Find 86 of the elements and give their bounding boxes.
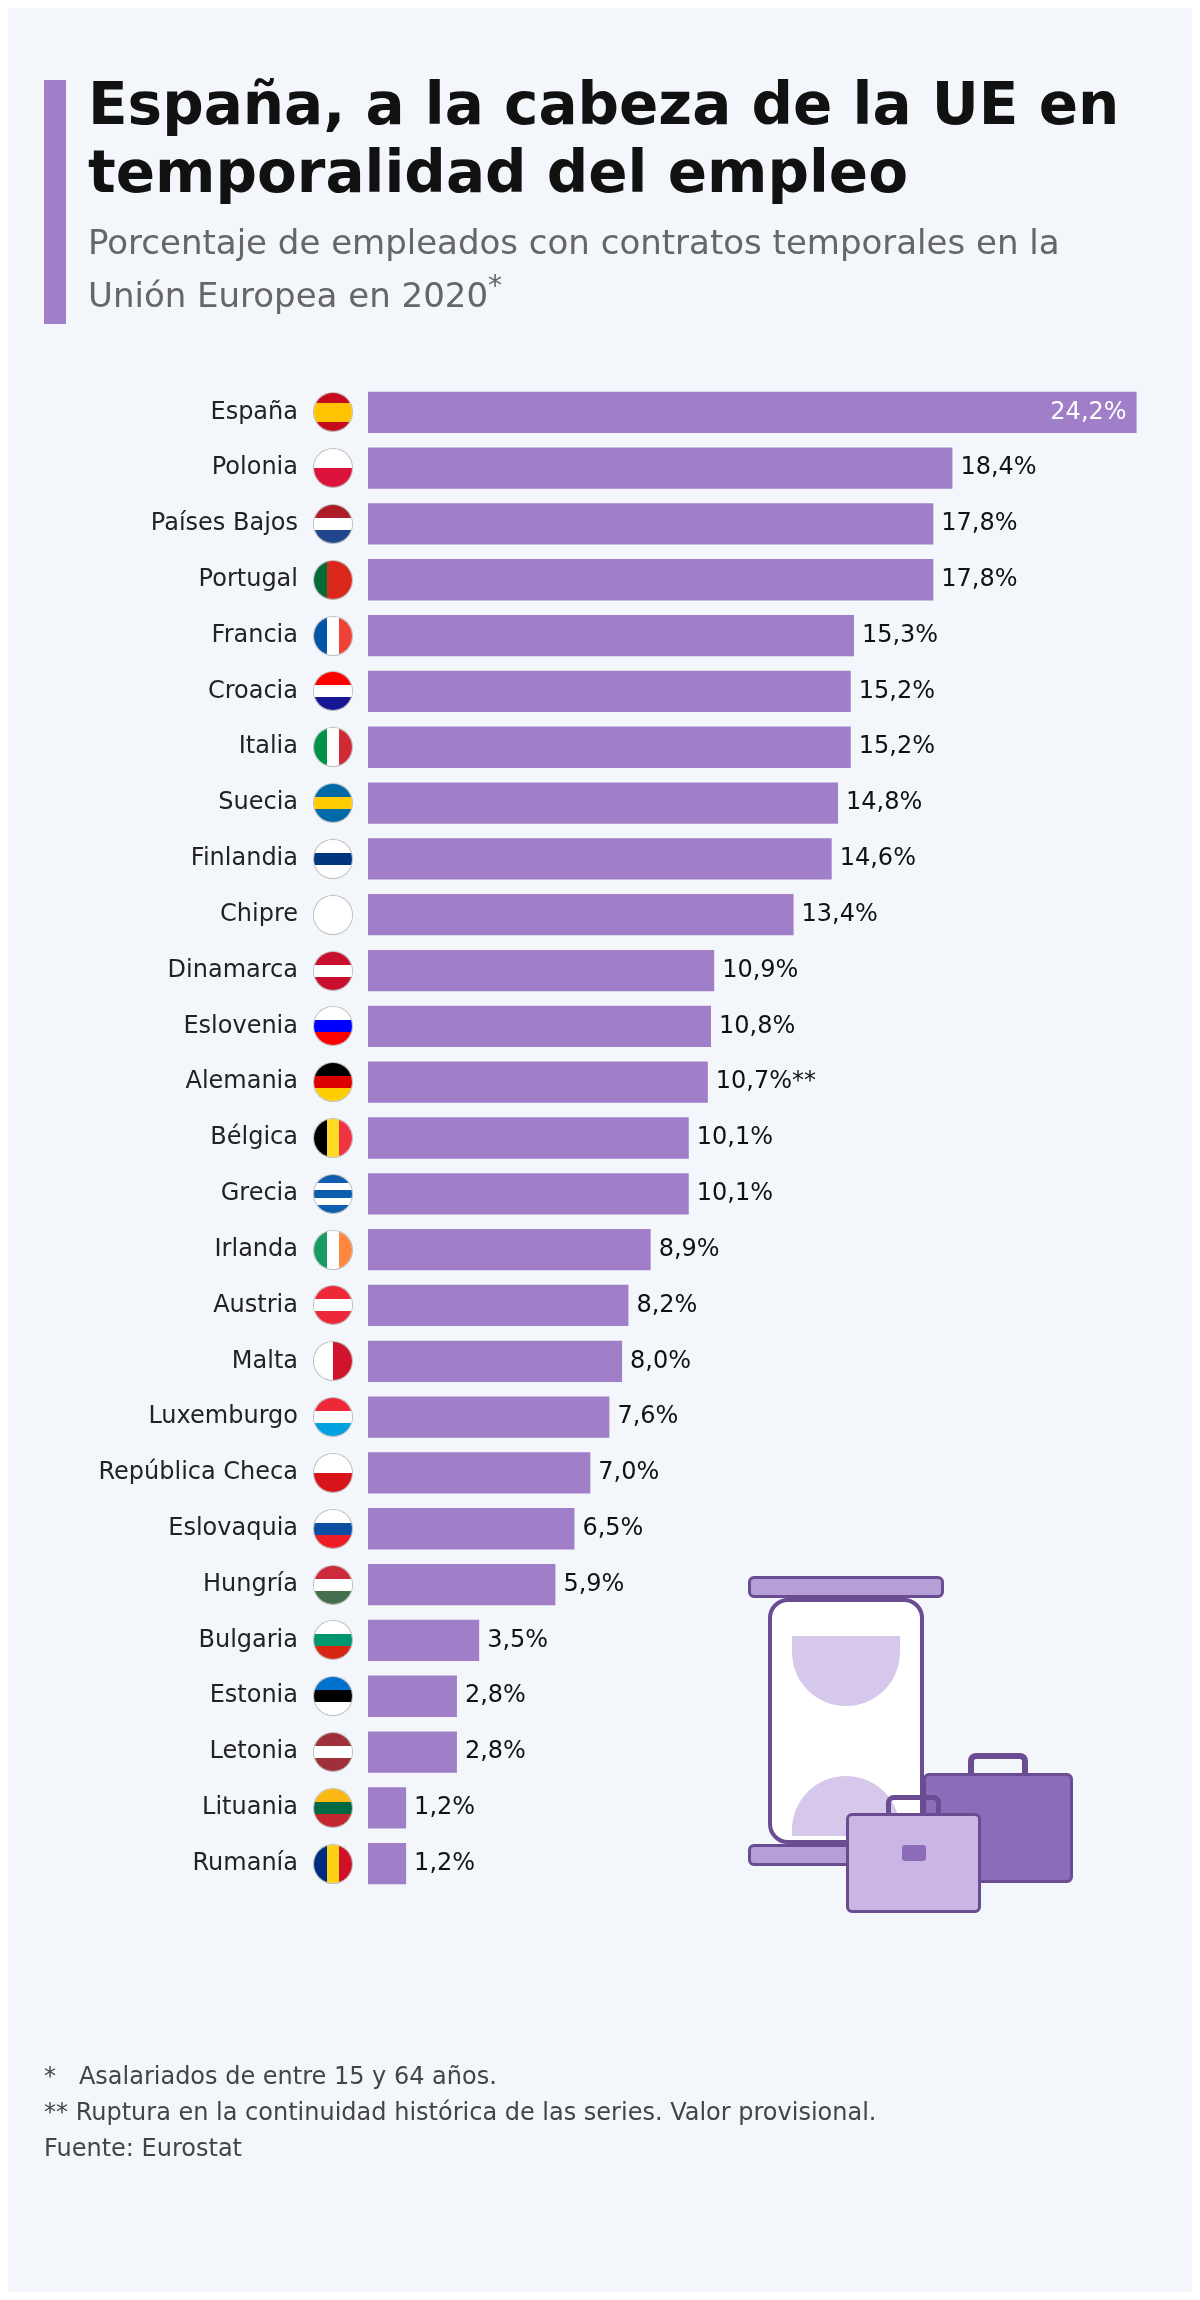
data-label: 15,2% [858,731,935,760]
bar [368,726,851,768]
bar [368,1173,689,1215]
bar [368,670,851,713]
bar [368,1061,708,1103]
y-tick-label: Polonia [211,452,298,481]
y-tick-label: Rumanía [192,1847,298,1876]
bar [368,1005,712,1048]
data-label: 7,6% [617,1401,679,1430]
data-label: 10,7%** [715,1066,817,1095]
data-label: 17,8% [941,564,1018,593]
data-label: 6,5% [582,1512,644,1541]
data-label: 1,2% [414,1792,476,1821]
y-tick-label: Alemania [185,1066,298,1095]
y-tick-label: Chipre [220,898,298,927]
bar [368,1843,407,1885]
bar [368,503,934,545]
y-tick-label: España [210,396,298,425]
bar [368,894,794,936]
data-label: 18,4% [960,452,1037,481]
bar [368,1340,623,1382]
y-tick-label: Austria [213,1289,298,1318]
text: * Asalariados de entre 15 y 64 años. [44,2061,498,2092]
bar [368,782,839,824]
bar [368,1787,407,1829]
data-label: 5,9% [563,1568,625,1597]
data-label: 7,0% [598,1457,660,1486]
y-tick-label: Bélgica [210,1122,298,1151]
data-label: 14,8% [846,787,923,816]
y-tick-label: Bulgaria [198,1624,298,1653]
y-tick-label: Grecia [220,1178,298,1207]
y-tick-label: Eslovaquia [168,1512,298,1541]
y-tick-label: Irlanda [214,1233,298,1262]
y-tick-label: Hungría [203,1568,298,1597]
data-label: 17,8% [941,508,1018,537]
data-label: 15,3% [861,619,939,648]
bar [368,391,1137,433]
bar [368,1563,556,1606]
bar [368,447,953,489]
chart-subtitle: Porcentaje de empleados con contratos temporales en la Unión Europea en 2020$^{*}$ [88,221,1061,318]
bar [368,1675,457,1717]
y-tick-label: Estonia [209,1680,298,1709]
bar [368,1396,610,1438]
data-label: 10,8% [719,1010,796,1039]
bar [368,614,854,657]
y-tick-label: Lituania [202,1792,298,1821]
data-label: 8,0% [630,1345,692,1374]
bar [368,949,715,992]
y-tick-label: Eslovenia [183,1010,298,1039]
bar [368,1228,651,1271]
data-label: 10,9% [722,954,799,983]
bar [368,1117,689,1159]
data-label: 2,8% [464,1736,526,1765]
data-label: 13,4% [801,898,878,927]
data-label: 1,2% [414,1847,476,1876]
data-label: 8,9% [658,1233,720,1262]
y-tick-label: Países Bajos [150,508,298,537]
data-label: 10,1% [696,1122,774,1151]
y-tick-label: Italia [238,731,298,760]
data-label: 14,6% [839,843,916,872]
bar [368,838,832,880]
y-tick-label: Portugal [198,564,298,593]
data-label: 8,2% [636,1289,698,1318]
y-tick-label: Dinamarca [167,954,298,983]
y-tick-label: Suecia [218,787,298,816]
text: ** Ruptura en la continuidad histórica de las series. Valor provisional. [44,2097,877,2128]
bar [368,1508,575,1550]
data-label: 2,8% [464,1680,526,1709]
y-tick-label: Letonia [209,1736,298,1765]
y-tick-label: Croacia [207,675,298,704]
data-label: 10,1% [696,1178,774,1207]
data-label: 15,2% [858,675,935,704]
data-label: 3,5% [487,1624,549,1653]
y-tick-label: República Checa [98,1457,298,1486]
bar [368,1619,480,1662]
bar [368,1452,591,1494]
y-tick-label: Luxemburgo [148,1401,298,1430]
bar [368,559,934,601]
chart-title: España, a la cabeza de la UE en temporalidad del empleo [88,70,1121,206]
y-tick-label: Malta [231,1345,298,1374]
bar [368,1731,457,1773]
y-tick-label: Francia [211,619,298,648]
source-note: Fuente: Eurostat [44,2133,243,2164]
data-label: 24,2% [1050,396,1127,425]
bar [368,1284,629,1327]
y-tick-label: Finlandia [190,843,298,872]
